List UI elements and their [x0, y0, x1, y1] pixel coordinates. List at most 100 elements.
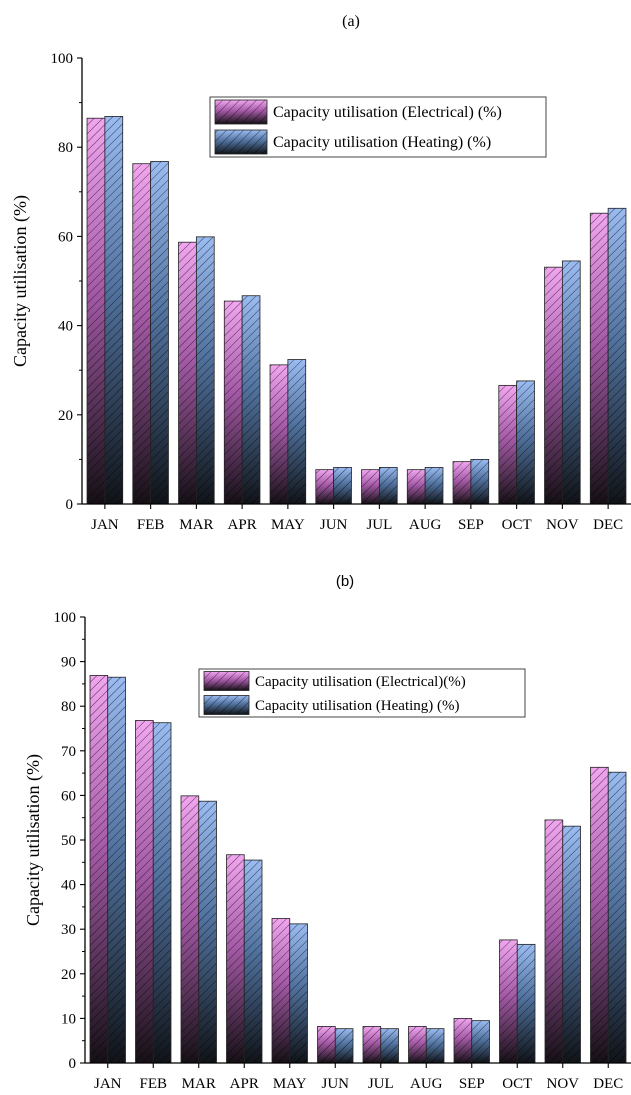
bar — [150, 161, 169, 505]
bar — [607, 207, 627, 505]
x-tick-label: DEC — [593, 517, 623, 533]
y-tick-label: 30 — [61, 922, 76, 938]
x-tick-label: MAY — [271, 517, 305, 533]
legend-swatch — [214, 129, 268, 155]
x-tick-label: AUG — [409, 517, 442, 533]
legend: Capacity utilisation (Electrical)(%) Capa… — [198, 668, 526, 718]
x-tick-label: JAN — [94, 1076, 122, 1092]
bar — [289, 923, 308, 1064]
y-tick-label: 100 — [51, 51, 74, 67]
y-tick-label: 20 — [58, 408, 73, 424]
y-tick-label: 80 — [61, 699, 76, 715]
x-tick-label: JUN — [321, 1076, 349, 1092]
y-tick-label: 0 — [66, 497, 74, 513]
x-tick-label: AUG — [410, 1076, 443, 1092]
bar — [223, 300, 243, 505]
bar — [470, 458, 490, 505]
legend: Capacity utilisation (Electrical) (%) Cap… — [209, 96, 547, 158]
bar — [590, 766, 609, 1064]
bar — [89, 675, 109, 1064]
x-tick-label: MAR — [182, 1076, 216, 1092]
bar — [271, 918, 291, 1064]
bar — [226, 854, 245, 1064]
bar — [315, 469, 335, 505]
x-tick-label: APR — [228, 517, 257, 533]
x-tick-label: MAY — [273, 1076, 307, 1092]
legend-swatch — [214, 99, 268, 125]
bar — [544, 266, 563, 505]
bar — [378, 467, 398, 505]
x-tick-label: NOV — [546, 517, 579, 533]
y-axis-title: Capacity utilisation (%) — [23, 754, 44, 926]
legend-label: Capacity utilisation (Electrical)(%) — [255, 674, 466, 690]
x-tick-label: OCT — [502, 1076, 532, 1092]
bar — [241, 295, 261, 505]
bar — [516, 943, 536, 1064]
bar — [362, 1026, 382, 1064]
x-tick-label: MAR — [179, 517, 213, 533]
x-tick-label: SEP — [458, 517, 484, 533]
x-tick-label: JAN — [91, 517, 119, 533]
bar — [287, 359, 307, 505]
bar — [406, 469, 426, 505]
bar — [589, 212, 609, 505]
y-tick-label: 40 — [61, 878, 76, 894]
y-tick-label: 50 — [61, 833, 76, 849]
bar — [408, 1026, 427, 1064]
legend-label: Capacity utilisation (Heating) (%) — [273, 134, 491, 151]
bar — [178, 241, 197, 505]
bar — [243, 859, 263, 1064]
chart-panel-b: 0 10 20 30 40 50 60 70 80 90 100 JAN FEB MAR APR MAY JUN… — [23, 610, 631, 1092]
y-tick-label: 10 — [61, 1011, 76, 1027]
bar — [135, 720, 154, 1064]
chart-panel-a: 0 20 40 60 80 100 JAN FEB MAR APR MAY JUN JUL AUG SEP O… — [10, 51, 631, 533]
y-tick-label: 40 — [58, 319, 73, 335]
panel-a-label: (a) — [342, 13, 360, 30]
x-tick-label: NOV — [547, 1076, 580, 1092]
bar — [453, 1018, 473, 1064]
panel-b-label: (b) — [336, 573, 354, 590]
x-tick-label: JUL — [368, 1076, 394, 1092]
bar — [499, 939, 518, 1064]
y-tick-label: 90 — [61, 655, 76, 671]
bar — [544, 819, 564, 1064]
x-tick-label: APR — [230, 1076, 259, 1092]
bar — [107, 676, 126, 1064]
legend-swatch — [203, 695, 250, 715]
legend-swatch — [203, 671, 250, 691]
x-tick-label: OCT — [502, 517, 532, 533]
legend-label: Capacity utilisation (Heating) (%) — [255, 698, 460, 714]
y-tick-label: 80 — [58, 140, 73, 156]
bar — [380, 1028, 399, 1064]
bar — [498, 384, 518, 505]
x-tick-label: SEP — [459, 1076, 485, 1092]
bar — [132, 163, 152, 505]
bar — [471, 1020, 490, 1064]
x-tick-label: FEB — [137, 517, 165, 533]
bar — [198, 800, 217, 1064]
bar — [607, 771, 627, 1064]
bar — [361, 469, 380, 505]
bar — [452, 461, 472, 505]
bar — [562, 825, 581, 1064]
y-tick-label: 20 — [61, 967, 76, 983]
x-tick-label: FEB — [139, 1076, 167, 1092]
x-tick-label: JUN — [320, 517, 348, 533]
bar — [424, 467, 444, 505]
x-tick-label: JUL — [366, 517, 392, 533]
bar — [195, 236, 215, 505]
bar — [269, 364, 289, 505]
legend-label: Capacity utilisation (Electrical) (%) — [273, 104, 502, 121]
y-tick-label: 70 — [61, 744, 76, 760]
y-tick-label: 100 — [54, 610, 77, 626]
legend-box — [198, 668, 526, 718]
y-tick-label: 60 — [58, 229, 73, 245]
bar — [561, 260, 581, 505]
y-axis-title: Capacity utilisation (%) — [10, 195, 31, 367]
bar — [104, 116, 124, 505]
x-tick-label: DEC — [593, 1076, 623, 1092]
bar — [334, 1028, 354, 1064]
bar — [333, 467, 352, 505]
bar — [152, 722, 172, 1064]
